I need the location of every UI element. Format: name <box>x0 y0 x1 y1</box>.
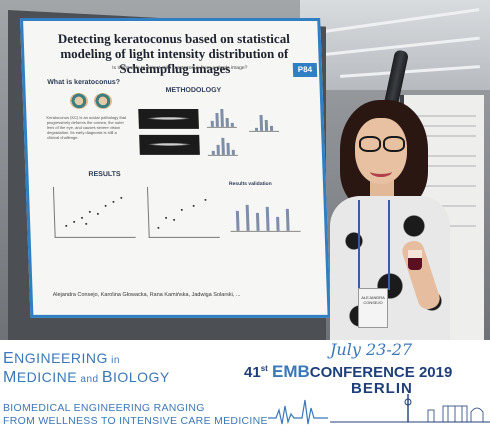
validation-chart <box>229 200 301 232</box>
lanyard <box>358 200 390 290</box>
conference-banner: ENGINEERING in MEDICINE and BIOLOGY BIOM… <box>0 340 490 432</box>
results-scatter-plot <box>52 186 136 238</box>
name-badge: ALEJANDRA CONSEJO <box>358 288 388 328</box>
emb-logo-text: EMB <box>271 362 310 381</box>
title-in: in <box>107 355 120 366</box>
title-engineering: NGINEERING <box>14 350 108 366</box>
research-poster: Detecting keratoconus based on statistic… <box>20 18 331 318</box>
scheimpflug-image-1 <box>138 108 199 129</box>
results-scatter-plot-2 <box>146 186 220 238</box>
presenter-dress <box>330 196 450 340</box>
conference-number: 41 <box>244 364 261 381</box>
conference-word: CONFERENCE <box>309 364 415 381</box>
wine-glass <box>408 250 422 270</box>
keratoconus-description: Keratoconus (KC) is an ocular pathology … <box>46 114 127 140</box>
name-badge-text: ALEJANDRA CONSEJO <box>361 295 385 305</box>
scheimpflug-image-2 <box>139 134 200 155</box>
conference-ordinal: st <box>260 364 268 373</box>
poster-authors: Alejandra Consejo, Karolina Głowacka, Ra… <box>52 291 241 298</box>
conference-photo: Detecting keratoconus based on statistic… <box>0 0 490 340</box>
conference-city: BERLIN <box>351 380 413 397</box>
section-validation-heading: Results validation <box>228 180 272 187</box>
title-and: and <box>77 374 102 385</box>
title-initial-e: E <box>3 350 15 367</box>
title-initial-b: B <box>101 369 114 386</box>
keratoconus-cornea-illustration <box>93 92 113 109</box>
title-initial-m: M <box>3 369 17 386</box>
conference-tagline: BIOMEDICAL ENGINEERING RANGING FROM WELL… <box>3 402 268 428</box>
section-methodology-heading: METHODOLOGY <box>165 86 222 94</box>
presenter: ALEJANDRA CONSEJO <box>318 100 468 340</box>
conference-dates: July 23-27 <box>330 340 413 359</box>
embc-theme-title: ENGINEERING in MEDICINE and BIOLOGY <box>3 350 170 388</box>
conference-year: 2019 <box>414 364 453 381</box>
conference-name: 41st EMBCONFERENCE 2019 <box>244 362 452 382</box>
histogram-2 <box>207 134 238 156</box>
tagline-line-1: BIOMEDICAL ENGINEERING RANGING <box>3 402 205 414</box>
tagline-line-2: FROM WELLNESS TO INTENSIVE CARE MEDICINE <box>3 415 268 427</box>
berlin-skyline-icon <box>268 394 490 425</box>
section-what-heading: What is keratoconus? <box>47 78 121 86</box>
histogram-3 <box>248 110 280 132</box>
title-biology: IOLOGY <box>113 369 170 385</box>
poster-subtitle: Is it possible to detect mild keratoconu… <box>112 64 248 71</box>
section-results-heading: RESULTS <box>88 170 121 178</box>
normal-cornea-illustration <box>69 92 89 109</box>
poster-id-badge: P84 <box>292 62 318 77</box>
glasses-icon <box>359 136 405 152</box>
title-medicine: EDICINE <box>16 369 78 385</box>
histogram-1 <box>206 106 237 128</box>
presenter-smile <box>370 166 392 177</box>
